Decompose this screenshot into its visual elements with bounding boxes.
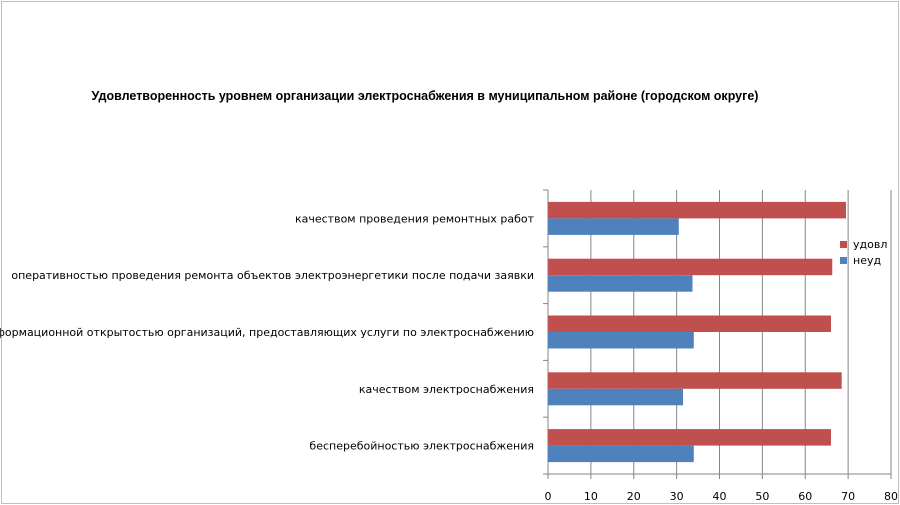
chart-title: Удовлетворенность уровнем организации эл… bbox=[91, 89, 759, 103]
bar-neud bbox=[548, 445, 694, 463]
category-label: информационной открытостью организаций, … bbox=[0, 326, 534, 339]
bar-udovl bbox=[548, 258, 833, 276]
category-label: качеством проведения ремонтных работ bbox=[295, 212, 535, 225]
bar-neud bbox=[548, 218, 679, 235]
x-tick-label: 40 bbox=[713, 490, 727, 503]
bar-neud bbox=[548, 275, 693, 292]
bar-neud bbox=[548, 388, 684, 406]
bar-udovl bbox=[548, 372, 842, 389]
bar-neud bbox=[548, 332, 694, 349]
x-tick-label: 50 bbox=[755, 490, 769, 503]
category-label: качеством электроснабжения bbox=[359, 383, 534, 396]
x-tick-label: 20 bbox=[627, 490, 641, 503]
legend-swatch bbox=[840, 241, 847, 248]
x-tick-label: 80 bbox=[884, 490, 898, 503]
x-tick-label: 30 bbox=[670, 490, 684, 503]
x-tick-label: 0 bbox=[545, 490, 552, 503]
category-label: оперативностью проведения ремонта объект… bbox=[11, 269, 534, 282]
category-label: бесперебойностью электроснабжения bbox=[309, 440, 534, 453]
x-tick-label: 60 bbox=[798, 490, 812, 503]
bar-udovl bbox=[548, 201, 846, 219]
bar-udovl bbox=[548, 429, 831, 446]
legend-swatch bbox=[840, 257, 847, 264]
legend-label: удовл bbox=[853, 238, 887, 251]
bar-udovl bbox=[548, 315, 831, 332]
legend-label: неуд bbox=[853, 254, 881, 267]
x-tick-label: 10 bbox=[584, 490, 598, 503]
x-tick-label: 70 bbox=[841, 490, 855, 503]
